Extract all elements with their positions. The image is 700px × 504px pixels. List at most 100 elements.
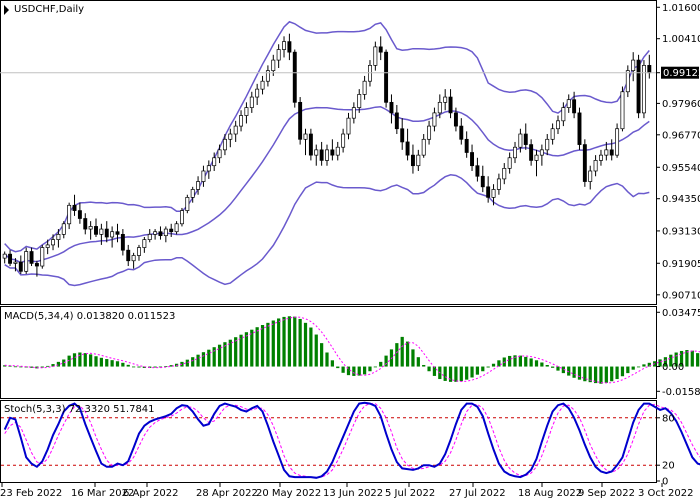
candle-body (465, 139, 468, 152)
macd-bar (551, 367, 554, 368)
candle-body (73, 205, 76, 210)
price-chart-title: USDCHF,Daily (14, 4, 84, 15)
candle-body (239, 116, 242, 127)
candle-body (530, 145, 533, 161)
macd-bar (121, 363, 124, 367)
macd-bar (594, 367, 597, 384)
candle-body (336, 147, 339, 155)
macd-bar (406, 342, 409, 367)
macd-bar (14, 366, 17, 367)
macd-bar (78, 353, 81, 367)
candle-body (395, 113, 398, 129)
candle-body (599, 155, 602, 160)
macd-bar (89, 354, 92, 366)
candle-body (454, 113, 457, 126)
time-tick-label: 28 Apr 2022 (196, 488, 258, 499)
candle-body (111, 232, 114, 237)
candle-body (143, 240, 146, 248)
candle-body (444, 97, 447, 102)
macd-bar (320, 343, 323, 366)
candle-body (272, 60, 275, 71)
macd-bar (245, 332, 248, 366)
time-tick-label: 3 Oct 2022 (638, 488, 693, 499)
candle-body (14, 262, 17, 263)
candle-body (84, 219, 87, 230)
macd-bar (417, 357, 420, 366)
candle-body (513, 147, 516, 158)
macd-bar (492, 364, 495, 367)
price-tick-label: 0.96770 (662, 130, 700, 141)
macd-bar (304, 323, 307, 367)
macd-bar (615, 367, 618, 379)
candle-body (202, 171, 205, 182)
candle-body (540, 150, 543, 155)
macd-bar (481, 367, 484, 372)
candle-body (234, 126, 237, 134)
macd-bar (599, 367, 602, 384)
macd-bar (470, 367, 473, 378)
macd-bar (374, 367, 377, 368)
macd-bar (476, 367, 479, 375)
candle-body (89, 226, 92, 229)
time-tick-label: 5 Jul 2022 (385, 488, 435, 499)
macd-bar (331, 360, 334, 366)
price-tick-label: 0.94350 (662, 194, 700, 205)
candle-body (589, 171, 592, 182)
macd-bar (696, 353, 699, 366)
candle-body (153, 232, 156, 235)
candle-body (3, 254, 6, 258)
candle-body (433, 113, 436, 126)
macd-bar (272, 320, 275, 366)
candle-body (207, 166, 210, 171)
macd-bar (530, 358, 533, 366)
stoch-tick-label: 0 (662, 477, 668, 488)
price-tick-label: 0.93130 (662, 226, 700, 237)
macd-bar (315, 335, 318, 367)
macd-bar (132, 367, 135, 368)
macd-bar (540, 362, 543, 366)
macd-bar (508, 356, 511, 367)
time-tick-label: 6 Apr 2022 (123, 488, 178, 499)
price-tick-label: 1.00410 (662, 34, 700, 45)
candle-body (481, 176, 484, 187)
macd-bar (127, 365, 130, 367)
candle-body (503, 168, 506, 179)
macd-bar (207, 350, 210, 367)
price-tick-label: 0.95540 (662, 163, 700, 174)
candle-body (175, 224, 178, 232)
candle-body (127, 250, 130, 261)
candle-body (68, 205, 71, 223)
macd-bar (444, 367, 447, 381)
price-tick-label: 0.97960 (662, 99, 700, 110)
candle-body (497, 179, 500, 190)
candle-body (19, 262, 22, 271)
candle-body (132, 255, 135, 260)
macd-bar (626, 367, 629, 374)
candle-body (578, 113, 581, 145)
candle-body (615, 129, 618, 155)
macd-bar (384, 356, 387, 367)
candle-body (368, 65, 371, 81)
candle-body (331, 150, 334, 155)
macd-title: MACD(5,34,4) 0.013820 0.011523 (4, 311, 175, 322)
macd-bar (422, 365, 425, 367)
candle-body (363, 81, 366, 94)
macd-bar (535, 360, 538, 366)
candle-body (449, 97, 452, 113)
stoch-tick-label: 20 (662, 461, 675, 472)
macd-bar (196, 355, 199, 367)
candle-body (148, 234, 151, 239)
candle-body (379, 47, 382, 52)
candle-body (288, 42, 291, 53)
candle-body (411, 155, 414, 166)
macd-bar (578, 367, 581, 380)
macd-bar (191, 357, 194, 366)
candle-body (626, 71, 629, 92)
macd-bar (84, 353, 87, 366)
candle-body (535, 155, 538, 160)
candle-body (374, 47, 377, 65)
candle-body (384, 52, 387, 102)
macd-bar (395, 343, 398, 366)
